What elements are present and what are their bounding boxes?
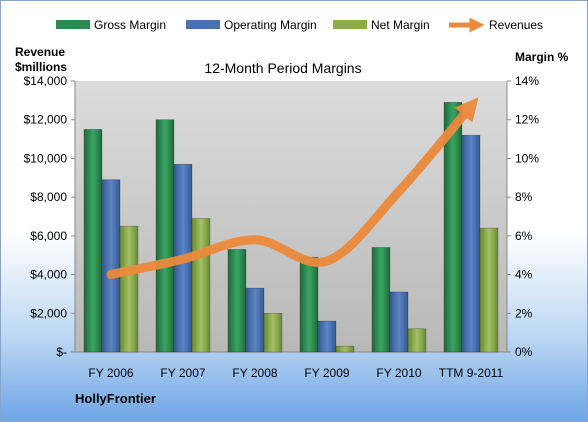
- right-axis-tick-label: 6%: [515, 229, 533, 243]
- x-axis-tick-label: FY 2008: [232, 366, 277, 380]
- legend-swatch-operating-margin: [186, 20, 220, 29]
- bar-operating-margin: [245, 287, 265, 353]
- legend-swatch-net-margin: [333, 20, 367, 29]
- right-axis-tick-label: 2%: [515, 306, 533, 320]
- left-axis-tick-label: $10,000: [24, 151, 68, 165]
- left-axis-tick-label: $6,000: [30, 229, 67, 243]
- chart-marks: $- $2,000 $4,000 $6,000 $8,000 $10,000 $12,000…: [24, 74, 540, 380]
- right-axis-tick-label: 10%: [515, 151, 539, 165]
- bar-gross-margin: [371, 247, 391, 353]
- left-axis-tick-label: $8,000: [30, 190, 67, 204]
- right-axis-tick-label: 0%: [515, 345, 533, 359]
- left-axis-tick-label: $12,000: [24, 113, 68, 127]
- bar-operating-margin: [389, 291, 409, 353]
- plot-area: [75, 81, 507, 352]
- right-axis-tick-label: 14%: [515, 74, 539, 88]
- bar-gross-margin: [83, 129, 103, 353]
- left-axis-tick-label: $14,000: [24, 74, 68, 88]
- legend-label-operating-margin: Operating Margin: [224, 18, 317, 32]
- legend-label-gross-margin: Gross Margin: [94, 18, 166, 32]
- bar-gross-margin: [299, 256, 319, 353]
- bar-gross-margin: [227, 249, 247, 353]
- left-axis-label-line2: $millions: [15, 60, 67, 74]
- left-axis-label-line1: Revenue: [15, 45, 65, 59]
- bar-operating-margin: [317, 320, 337, 353]
- chart-title: 12-Month Period Margins: [204, 60, 361, 76]
- bar-operating-margin: [461, 134, 481, 353]
- bar-net-margin: [407, 328, 427, 353]
- bar-net-margin: [191, 218, 211, 353]
- legend-label-revenues: Revenues: [489, 18, 543, 32]
- x-axis-tick-label: FY 2009: [304, 366, 349, 380]
- x-axis-tick-label: FY 2010: [376, 366, 421, 380]
- bar-net-margin: [263, 312, 283, 353]
- right-axis-tick-label: 4%: [515, 268, 533, 282]
- bar-gross-margin: [155, 119, 175, 353]
- bar-net-margin: [335, 345, 355, 353]
- x-axis-tick-label: FY 2006: [88, 366, 133, 380]
- left-axis-tick-label: $4,000: [30, 268, 67, 282]
- left-axis-tick-label: $-: [56, 345, 67, 359]
- right-axis-tick-label: 12%: [515, 113, 539, 127]
- x-axis-tick-label: TTM 9-2011: [439, 366, 504, 380]
- left-axis-tick-label: $2,000: [30, 306, 67, 320]
- company-name: HollyFrontier: [75, 391, 156, 406]
- legend: Gross Margin Operating Margin Net Margin…: [56, 17, 543, 33]
- legend-label-net-margin: Net Margin: [371, 18, 430, 32]
- bar-net-margin: [119, 225, 139, 353]
- bar-net-margin: [479, 227, 499, 353]
- right-axis-tick-label: 8%: [515, 190, 533, 204]
- right-axis-label: Margin %: [515, 50, 569, 64]
- legend-swatch-gross-margin: [56, 20, 90, 29]
- bar-operating-margin: [101, 179, 121, 353]
- x-axis-tick-label: FY 2007: [160, 366, 205, 380]
